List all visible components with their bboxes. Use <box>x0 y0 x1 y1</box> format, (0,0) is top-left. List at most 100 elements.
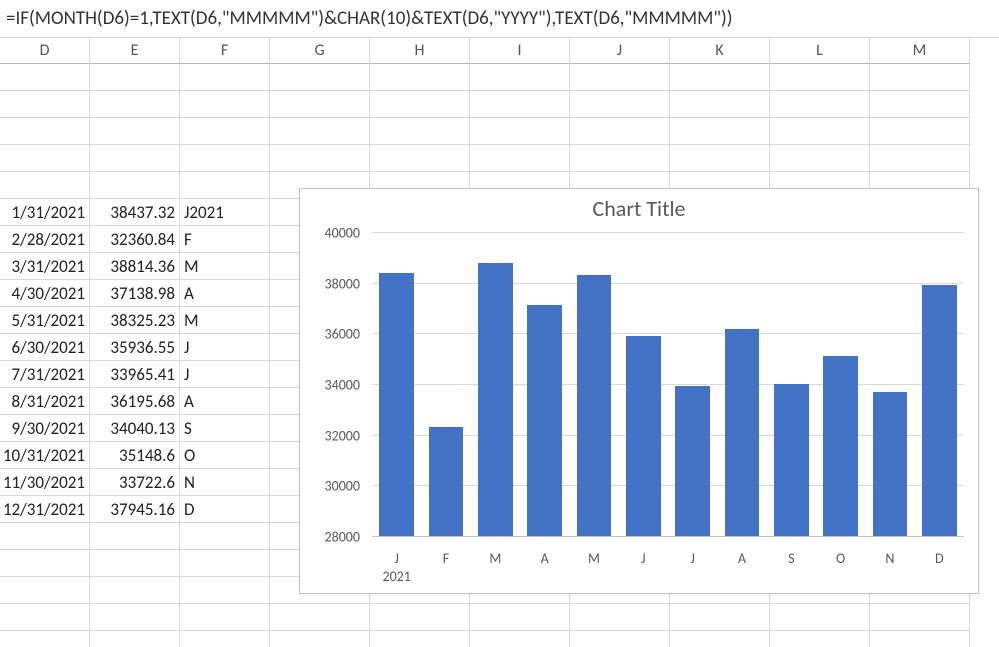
cell[interactable] <box>0 91 90 118</box>
column-header[interactable]: K <box>670 38 770 64</box>
cell[interactable] <box>270 64 370 91</box>
cell[interactable]: 5/31/2021 <box>0 307 90 334</box>
cell[interactable]: 37138.98 <box>90 280 180 307</box>
cell[interactable] <box>180 91 270 118</box>
cell[interactable] <box>870 631 970 647</box>
cell[interactable] <box>0 145 90 172</box>
cell[interactable] <box>870 118 970 145</box>
bar[interactable] <box>774 384 809 537</box>
cell[interactable] <box>570 631 670 647</box>
cell[interactable] <box>770 118 870 145</box>
column-header[interactable]: J <box>570 38 670 64</box>
cell[interactable]: J2021 <box>180 199 270 226</box>
cell[interactable] <box>870 145 970 172</box>
cell[interactable] <box>180 631 270 647</box>
cell[interactable]: 2/28/2021 <box>0 226 90 253</box>
cell[interactable] <box>0 172 90 199</box>
cell[interactable] <box>90 91 180 118</box>
cell[interactable] <box>570 118 670 145</box>
cell[interactable]: 38437.32 <box>90 199 180 226</box>
cell[interactable] <box>670 631 770 647</box>
bar[interactable] <box>922 285 957 537</box>
cell[interactable] <box>180 523 270 550</box>
cell[interactable] <box>270 145 370 172</box>
cell[interactable]: 7/31/2021 <box>0 361 90 388</box>
bar[interactable] <box>675 386 710 537</box>
bar[interactable] <box>626 336 661 537</box>
cell[interactable] <box>370 604 470 631</box>
cell[interactable]: J <box>180 334 270 361</box>
cell[interactable]: 33965.41 <box>90 361 180 388</box>
cell[interactable] <box>370 118 470 145</box>
cell[interactable]: 37945.16 <box>90 496 180 523</box>
cell[interactable]: 11/30/2021 <box>0 469 90 496</box>
cell[interactable] <box>180 550 270 577</box>
column-header[interactable]: E <box>90 38 180 64</box>
cell[interactable] <box>870 64 970 91</box>
cell[interactable] <box>270 631 370 647</box>
cell[interactable]: 34040.13 <box>90 415 180 442</box>
bar[interactable] <box>873 392 908 537</box>
cell[interactable]: 33722.6 <box>90 469 180 496</box>
cell[interactable]: 8/31/2021 <box>0 388 90 415</box>
cell[interactable] <box>470 64 570 91</box>
cell[interactable]: A <box>180 280 270 307</box>
bar[interactable] <box>725 329 760 537</box>
cell[interactable] <box>470 91 570 118</box>
cell[interactable] <box>270 118 370 145</box>
column-header[interactable]: I <box>470 38 570 64</box>
bar[interactable] <box>527 305 562 537</box>
cell[interactable]: O <box>180 442 270 469</box>
bar[interactable] <box>429 427 464 537</box>
cell[interactable]: 35936.55 <box>90 334 180 361</box>
column-header[interactable]: L <box>770 38 870 64</box>
cell[interactable] <box>0 64 90 91</box>
cell[interactable] <box>570 64 670 91</box>
cell[interactable] <box>0 550 90 577</box>
cell[interactable] <box>470 604 570 631</box>
cell[interactable]: 32360.84 <box>90 226 180 253</box>
cell[interactable] <box>90 118 180 145</box>
cell[interactable] <box>370 64 470 91</box>
cell[interactable] <box>180 64 270 91</box>
spreadsheet[interactable]: DEFGHIJKLM 1/31/202138437.32J20212/28/20… <box>0 38 999 647</box>
cell[interactable]: 6/30/2021 <box>0 334 90 361</box>
cell[interactable] <box>370 91 470 118</box>
cell[interactable] <box>180 577 270 604</box>
cell[interactable] <box>90 604 180 631</box>
cell[interactable]: F <box>180 226 270 253</box>
cell[interactable] <box>180 604 270 631</box>
cell[interactable] <box>180 145 270 172</box>
column-header[interactable]: G <box>270 38 370 64</box>
cell[interactable]: 35148.6 <box>90 442 180 469</box>
cell[interactable]: S <box>180 415 270 442</box>
cell[interactable] <box>270 604 370 631</box>
cell[interactable] <box>0 631 90 647</box>
cell[interactable] <box>670 604 770 631</box>
cell[interactable] <box>470 145 570 172</box>
cell[interactable] <box>180 172 270 199</box>
cell[interactable]: M <box>180 307 270 334</box>
cell[interactable] <box>90 523 180 550</box>
column-header[interactable]: M <box>870 38 970 64</box>
cell[interactable] <box>670 91 770 118</box>
cell[interactable]: 38325.23 <box>90 307 180 334</box>
cell[interactable]: 9/30/2021 <box>0 415 90 442</box>
cell[interactable]: J <box>180 361 270 388</box>
column-header[interactable]: F <box>180 38 270 64</box>
cell[interactable] <box>0 577 90 604</box>
cell[interactable] <box>870 91 970 118</box>
cell[interactable] <box>180 118 270 145</box>
cell[interactable] <box>90 631 180 647</box>
cell[interactable] <box>770 145 870 172</box>
cell[interactable] <box>770 64 870 91</box>
cell[interactable] <box>770 91 870 118</box>
cell[interactable] <box>270 91 370 118</box>
formula-bar[interactable]: =IF(MONTH(D6)=1,TEXT(D6,"MMMMM")&CHAR(10… <box>0 0 999 38</box>
cell[interactable] <box>90 577 180 604</box>
cell[interactable] <box>0 604 90 631</box>
cell[interactable] <box>90 172 180 199</box>
cell[interactable] <box>370 145 470 172</box>
cell[interactable] <box>570 145 670 172</box>
cell[interactable] <box>570 604 670 631</box>
